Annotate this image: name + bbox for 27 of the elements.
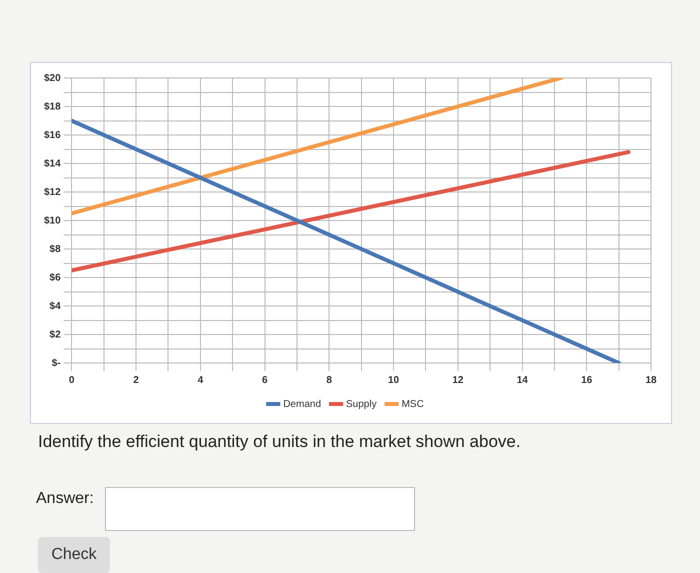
- y-tick-label: $2: [50, 329, 62, 340]
- y-tick-label: $16: [44, 130, 62, 141]
- text: Check: [38, 537, 110, 573]
- x-tick-label: 6: [262, 374, 268, 386]
- legend-label: Demand: [283, 398, 322, 410]
- y-tick-label: $18: [44, 101, 62, 112]
- x-tick-label: 16: [581, 374, 593, 386]
- legend-label: MSC: [402, 398, 424, 410]
- legend-label: Supply: [346, 398, 377, 410]
- x-tick-label: 4: [198, 374, 204, 386]
- y-tick-label: $4: [50, 300, 62, 312]
- y-tick-label: $14: [44, 158, 62, 170]
- y-tick-label: $12: [44, 186, 62, 198]
- text: Answer:: [36, 490, 94, 508]
- x-tick-label: 0: [68, 374, 75, 386]
- x-tick-label: 2: [133, 374, 140, 386]
- text: Identify the efficient quantity of units in the market shown above.: [38, 432, 521, 452]
- y-tick-label: $20: [44, 72, 62, 84]
- x-tick-label: 10: [388, 374, 400, 386]
- y-tick-label: $10: [44, 215, 62, 226]
- y-tick-label: $6: [50, 272, 62, 284]
- y-tick-label: $8: [50, 244, 62, 255]
- y-tick-label: $-: [52, 358, 61, 369]
- x-tick-label: 12: [452, 374, 464, 386]
- x-tick-label: 18: [645, 374, 657, 386]
- x-tick-label: 14: [516, 374, 528, 386]
- x-tick-label: 8: [326, 374, 332, 386]
